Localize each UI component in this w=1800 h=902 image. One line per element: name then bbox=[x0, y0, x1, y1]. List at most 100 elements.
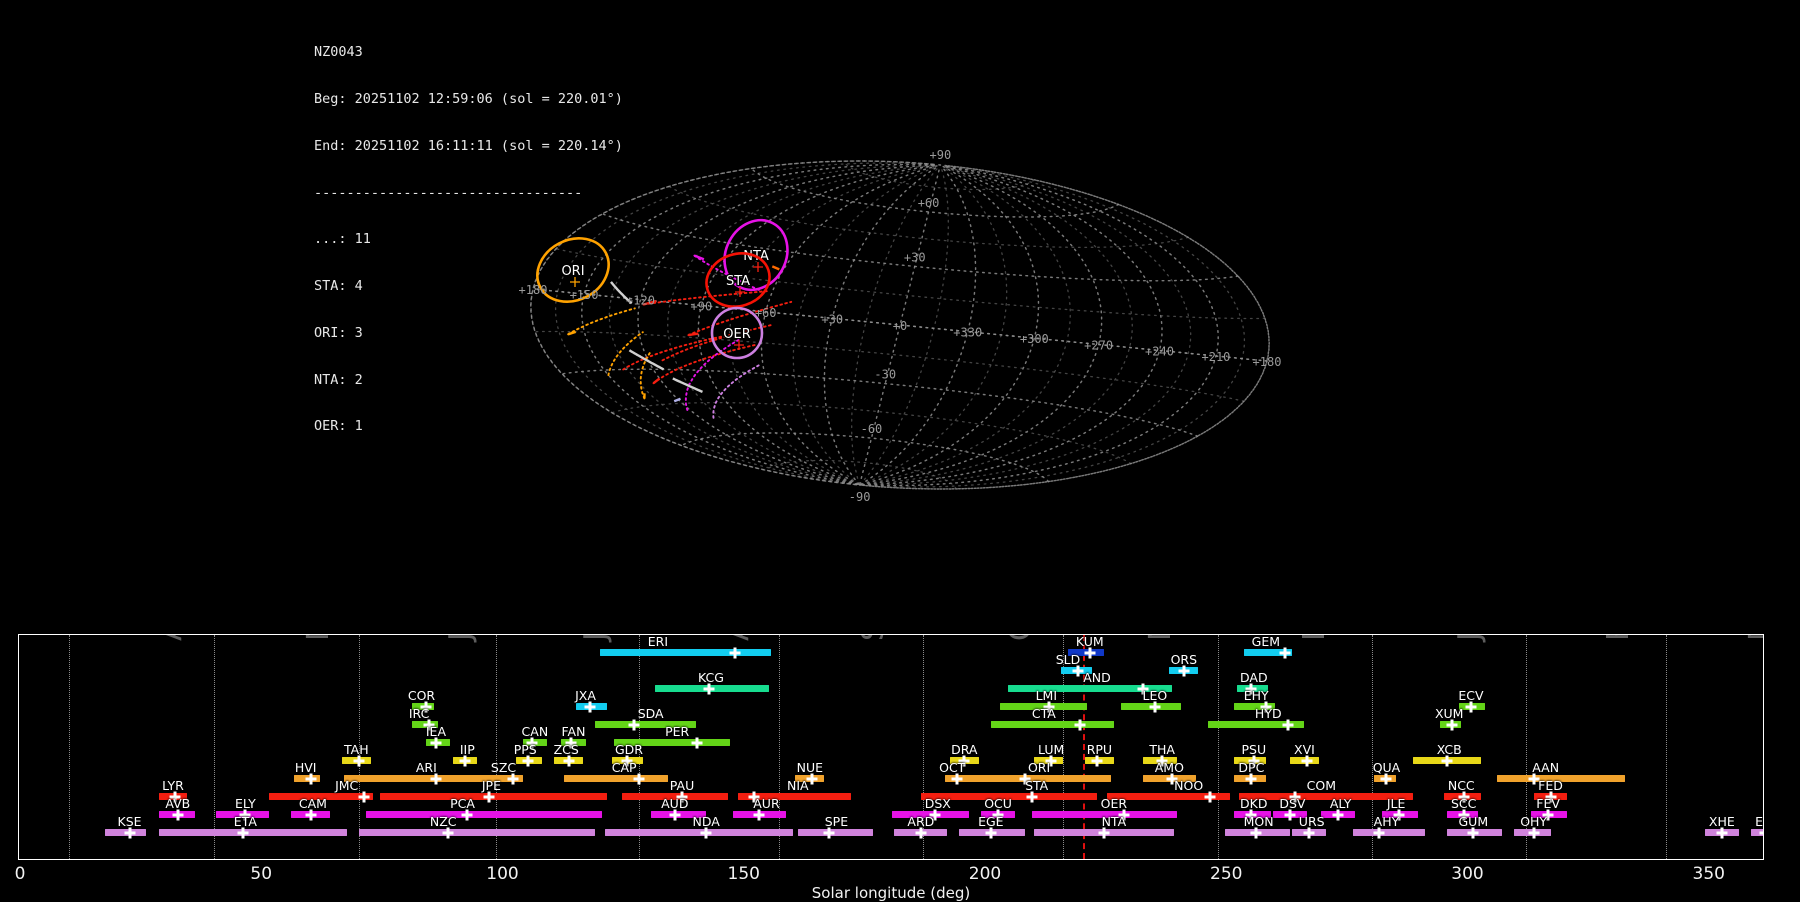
meteor-trail bbox=[713, 365, 759, 418]
shower-activity-timeline[interactable]: APRMAYJUNJULAUGSEPOCTNOVDECJANFEBMARERIK… bbox=[18, 634, 1764, 860]
shower-label-eri: ERI bbox=[648, 634, 668, 649]
shower-peak-marker-tah bbox=[353, 755, 364, 766]
shower-peak-marker-xhe bbox=[1716, 827, 1727, 838]
shower-peak-marker-ard bbox=[915, 827, 926, 838]
graticule-label: +270 bbox=[1084, 338, 1113, 352]
shower-peak-marker-nta bbox=[1099, 827, 1110, 838]
month-gridline-mar bbox=[1666, 635, 1667, 859]
graticule-label: +330 bbox=[953, 326, 982, 340]
shower-bar-nzc[interactable] bbox=[359, 829, 595, 836]
graticule-label: +300 bbox=[1020, 332, 1049, 346]
shower-peak-marker-noo bbox=[1205, 791, 1216, 802]
x-tick-200: 200 bbox=[969, 864, 1001, 884]
graticule-label: -30 bbox=[874, 368, 896, 382]
x-tick-250: 250 bbox=[1210, 864, 1242, 884]
graticule-label: +240 bbox=[1145, 344, 1174, 358]
radiant-label: ORI bbox=[561, 264, 584, 279]
graticule-label: +210 bbox=[1202, 350, 1231, 364]
graticule-label: +120 bbox=[626, 294, 655, 308]
graticule-label: +180 bbox=[519, 283, 548, 297]
month-label-sep: SEP bbox=[856, 634, 891, 641]
shower-peak-marker-aud bbox=[669, 809, 680, 820]
graticule-label: +30 bbox=[904, 250, 926, 264]
graticule-line bbox=[602, 214, 1238, 281]
shower-peak-marker-szc bbox=[508, 773, 519, 784]
shower-peak-marker-nda bbox=[701, 827, 712, 838]
x-tick-50: 50 bbox=[250, 864, 272, 884]
shower-peak-marker-cam bbox=[305, 809, 316, 820]
shower-peak-marker-xcb bbox=[1441, 755, 1452, 766]
month-label-dec: DEC bbox=[1297, 634, 1332, 641]
graticule-label: +150 bbox=[570, 288, 599, 302]
shower-peak-marker-hvi bbox=[305, 773, 316, 784]
shower-label-com: COM bbox=[1307, 778, 1336, 793]
shower-peak-marker-aur bbox=[754, 809, 765, 820]
graticule-label: +180 bbox=[1253, 355, 1282, 369]
month-label-may: MAY bbox=[301, 634, 336, 641]
shower-peak-marker-mon bbox=[1251, 827, 1262, 838]
shower-bar-pca[interactable] bbox=[366, 811, 602, 818]
month-label-apr: APR bbox=[154, 634, 189, 641]
shower-peak-marker-nzc bbox=[443, 827, 454, 838]
shower-label-hyd: HYD bbox=[1255, 706, 1282, 721]
graticule-line bbox=[861, 167, 1007, 485]
shower-label-cta: CTA bbox=[1032, 706, 1056, 721]
shower-peak-marker-kse bbox=[124, 827, 135, 838]
shower-bar-eri[interactable] bbox=[600, 649, 771, 656]
shower-bar-nda[interactable] bbox=[605, 829, 793, 836]
shower-bar-ahy[interactable] bbox=[1353, 829, 1425, 836]
month-label-aug: AUG bbox=[721, 634, 756, 641]
month-label-feb: FEB bbox=[1601, 634, 1636, 641]
shower-peak-marker-ahy bbox=[1374, 827, 1385, 838]
shower-bar-cta[interactable] bbox=[991, 721, 1114, 728]
shower-peak-marker-hyd bbox=[1282, 719, 1293, 730]
shower-peak-marker-ecv bbox=[1465, 701, 1476, 712]
shower-peak-marker-ors bbox=[1178, 665, 1189, 676]
x-tick-350: 350 bbox=[1693, 864, 1725, 884]
shower-peak-marker-pca bbox=[462, 809, 473, 820]
shower-peak-marker-jxa bbox=[585, 701, 596, 712]
shower-peak-marker-xvi bbox=[1301, 755, 1312, 766]
graticule-line bbox=[582, 164, 934, 484]
month-label-jul: JUL bbox=[578, 634, 613, 641]
month-label-jan: JAN bbox=[1452, 634, 1487, 641]
meteor-trail bbox=[629, 350, 663, 369]
shower-label-nia: NIA bbox=[787, 778, 809, 793]
meteor-trail-begin-segment bbox=[688, 334, 698, 336]
meteor-trail-begin-segment bbox=[654, 379, 660, 384]
month-label-nov: NOV bbox=[1143, 634, 1178, 641]
meteor-trail bbox=[568, 308, 635, 334]
shower-label-per: PER bbox=[665, 724, 689, 739]
graticule-label: +30 bbox=[821, 312, 843, 326]
shower-peak-marker-per bbox=[691, 737, 702, 748]
shower-label-noo: NOO bbox=[1174, 778, 1203, 793]
radiant-label: OER bbox=[723, 327, 750, 342]
x-tick-150: 150 bbox=[728, 864, 760, 884]
graticule-line bbox=[863, 166, 1218, 486]
shower-label-gem: GEM bbox=[1252, 634, 1280, 649]
x-tick-300: 300 bbox=[1451, 864, 1483, 884]
shower-peak-marker-avb bbox=[172, 809, 183, 820]
shower-bar-ari[interactable] bbox=[376, 775, 465, 782]
month-gridline-sep bbox=[779, 635, 780, 859]
shower-peak-marker-dsv bbox=[1284, 809, 1295, 820]
graticule-label: +90 bbox=[691, 300, 713, 314]
shower-peak-marker-iea bbox=[430, 737, 441, 748]
shower-peak-marker-pps bbox=[522, 755, 533, 766]
month-gridline-apr bbox=[69, 635, 70, 859]
shower-peak-marker-oct bbox=[952, 773, 963, 784]
x-axis-title: Solar longitude (deg) bbox=[18, 884, 1764, 902]
graticule-label: +90 bbox=[930, 148, 952, 162]
shower-bar-spe[interactable] bbox=[798, 829, 873, 836]
shower-label-ori: ORI bbox=[1028, 760, 1050, 775]
meteor-trails-group bbox=[568, 256, 791, 418]
shower-peak-marker-kcg bbox=[703, 683, 714, 694]
month-label-oct: OCT bbox=[1003, 634, 1038, 641]
graticule-label: +0 bbox=[893, 319, 907, 333]
shower-bar-cap[interactable] bbox=[564, 775, 668, 782]
shower-bar-eta[interactable] bbox=[159, 829, 347, 836]
